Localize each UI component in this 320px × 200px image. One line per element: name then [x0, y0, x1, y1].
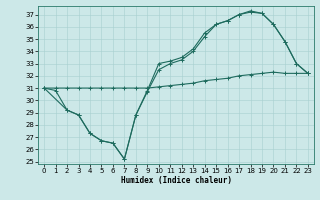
X-axis label: Humidex (Indice chaleur): Humidex (Indice chaleur) — [121, 176, 231, 185]
